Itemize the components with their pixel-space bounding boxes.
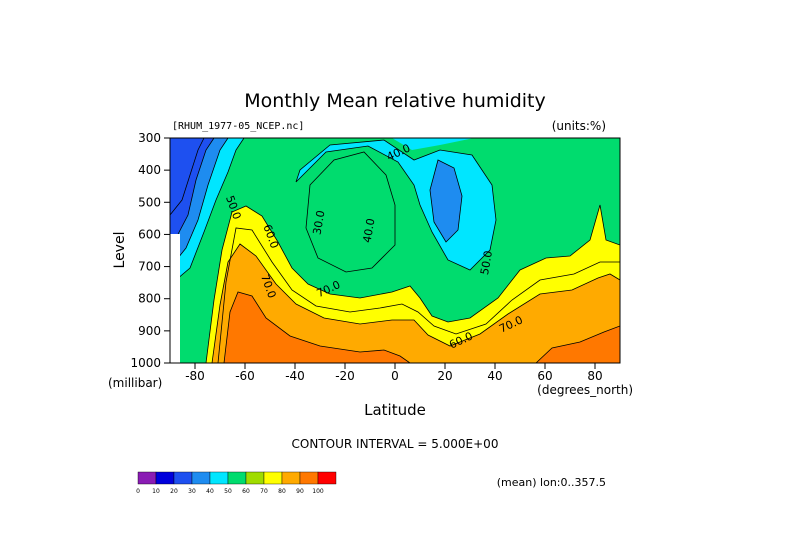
y-tick-label: 900 <box>138 324 161 338</box>
contour-line <box>170 138 245 286</box>
colorbar-swatch <box>245 471 265 485</box>
colorbar: 0 10 20 30 40 50 60 70 80 90 100 <box>136 471 337 495</box>
contour-line <box>429 159 463 243</box>
x-tick-label: 20 <box>437 369 452 383</box>
colorbar-tick-label: 60 <box>242 488 250 495</box>
contour-line <box>223 291 411 363</box>
contour-label: 30.0 <box>311 209 328 235</box>
band-80-plus <box>224 292 620 363</box>
dataset-label: [RHUM_1977-05_NCEP.nc] <box>172 121 304 132</box>
x-tick-label: 40 <box>487 369 502 383</box>
colorbar-swatch <box>227 471 247 485</box>
colorbar-tick-label: 80 <box>278 488 286 495</box>
colorbar-swatch <box>263 471 283 485</box>
x-tick-label: 60 <box>537 369 552 383</box>
colorbar-tick-label: 90 <box>296 488 304 495</box>
colorbar-swatch <box>191 471 211 485</box>
missing-data-region <box>170 234 180 363</box>
band-30-40-north <box>428 160 466 244</box>
contour-line <box>305 151 396 273</box>
colorbar-swatch <box>155 471 175 485</box>
colorbar-swatch <box>209 471 229 485</box>
colorbar-swatch <box>137 471 157 485</box>
footnote: (mean) lon:0..357.5 <box>497 476 606 489</box>
contour-line <box>535 325 620 363</box>
y-tick-label: 700 <box>138 260 161 274</box>
colorbar-tick-label: 100 <box>312 488 324 495</box>
units-label: (units:%) <box>552 119 606 133</box>
x-tick-label: -40 <box>285 369 305 383</box>
contour-field: 40.030.0 40.050.060.070.0 70.050.060.070.0 <box>170 138 620 363</box>
y-tick-label: 600 <box>138 227 161 241</box>
y-axis-label: Level <box>112 232 128 269</box>
contour-line <box>295 139 497 271</box>
contour-label: 50.0 <box>478 250 495 276</box>
colorbar-swatch <box>317 471 337 485</box>
colorbar-tick-label: 20 <box>170 488 178 495</box>
y-tick-label: 400 <box>138 163 161 177</box>
colorbar-tick-label: 70 <box>260 488 268 495</box>
colorbar-swatch <box>299 471 319 485</box>
x-tick-label: 80 <box>587 369 602 383</box>
x-tick-label: -80 <box>185 369 205 383</box>
x-tick-label: 0 <box>391 369 399 383</box>
contour-line <box>170 138 229 269</box>
contour-line <box>211 243 620 363</box>
chart-title: Monthly Mean relative humidity <box>244 90 546 112</box>
band-70-80 <box>212 244 620 363</box>
x-axis-units: (degrees_north) <box>537 383 633 397</box>
colorbar-tick-label: 40 <box>206 488 214 495</box>
x-tick-label: -20 <box>335 369 355 383</box>
y-axis-units: (millibar) <box>108 376 162 390</box>
contour-line <box>205 204 620 363</box>
y-tick-label: 800 <box>138 292 161 306</box>
colorbar-tick-label: 10 <box>152 488 160 495</box>
colorbar-tick-label: 0 <box>136 488 140 495</box>
contour-label: 40.0 <box>361 217 378 243</box>
colorbar-swatch <box>173 471 193 485</box>
colorbar-tick-label: 30 <box>188 488 196 495</box>
colorbar-tick-label: 50 <box>224 488 232 495</box>
y-tick-label: 1000 <box>130 356 161 370</box>
contour-line <box>170 138 205 216</box>
colorbar-swatch <box>281 471 301 485</box>
contour-line <box>217 227 620 363</box>
x-tick-label: -60 <box>235 369 255 383</box>
y-tick-label: 300 <box>138 131 161 145</box>
x-axis-label: Latitude <box>364 401 426 419</box>
contour-interval-text: CONTOUR INTERVAL = 5.000E+00 <box>292 437 499 451</box>
y-tick-label: 500 <box>138 195 161 209</box>
